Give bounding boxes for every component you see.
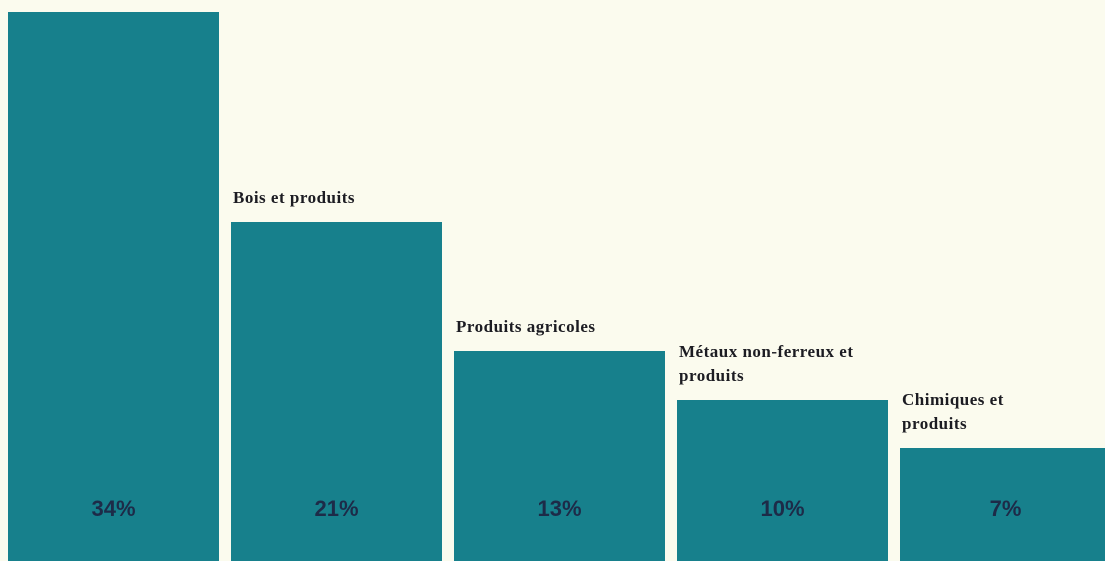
category-label: Chimiques et produits [902, 389, 1004, 433]
bar [8, 11, 219, 561]
value-label: 7% [989, 496, 1022, 521]
value-label: 10% [760, 496, 805, 521]
bar [900, 447, 1105, 561]
value-label: 21% [314, 496, 359, 521]
bar [454, 351, 665, 561]
value-label: 34% [91, 496, 136, 521]
bar [231, 221, 442, 561]
category-label: Bois et produits [233, 187, 355, 207]
category-label: Produits agricoles [456, 317, 596, 337]
value-label: 13% [537, 496, 582, 521]
bar [677, 399, 888, 561]
category-label: Métaux non-ferreux et produits [679, 341, 854, 385]
